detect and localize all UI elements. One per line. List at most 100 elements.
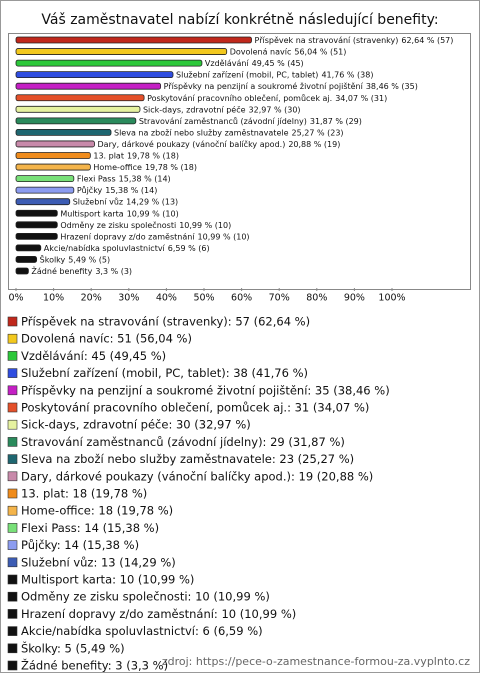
bar-label-category: 13. plat — [93, 151, 124, 160]
legend-label: Flexi Pass: 14 (15,38 %) — [21, 521, 159, 535]
legend-swatch — [7, 540, 18, 550]
bar — [15, 163, 91, 171]
bar-label: Home-office 19,78 % (18) — [93, 163, 197, 172]
legend-label: Home-office: 18 (19,78 %) — [21, 504, 173, 518]
bar-label-value: 3,3 % (3) — [95, 267, 132, 276]
legend-label: Hrazení dopravy z/do zaměstnání: 10 (10,… — [21, 607, 296, 621]
bar-label-category: Dary, dárkové poukazy (vánoční balíčky a… — [98, 138, 286, 148]
bar-label-value: 41,76 % (38) — [321, 70, 373, 79]
x-tick-label: 60% — [231, 293, 252, 304]
bar — [15, 198, 71, 206]
x-tick-label: 80% — [306, 293, 327, 304]
bar-label: Flexi Pass 15,38 % (14) — [77, 174, 171, 183]
bar-label-category: Sleva na zboží nebo služby zaměstnavatel… — [114, 128, 289, 137]
legend-swatch — [7, 368, 18, 378]
legend-swatch — [7, 660, 18, 671]
bar-label-category: Vzdělávání — [205, 59, 250, 68]
bar-label-category: Půjčky — [77, 185, 103, 195]
legend-label: Sleva na zboží nebo služby zaměstnavatel… — [21, 452, 354, 466]
bar-label-value: 15,38 % (14) — [105, 186, 157, 195]
legend-swatch — [7, 574, 18, 585]
x-tick-label: 90% — [344, 293, 365, 304]
chart-title: Váš zaměstnavatel nabízí konkrétně násle… — [41, 12, 438, 28]
legend-swatch — [7, 385, 18, 396]
legend-swatch — [7, 523, 18, 533]
x-tick-label: 20% — [81, 293, 102, 304]
legend-swatch — [7, 402, 18, 413]
bar-label-value: 14,29 % (13) — [126, 197, 178, 206]
bar — [15, 36, 252, 44]
legend-swatch — [7, 557, 18, 568]
x-tick-label: 100% — [378, 293, 405, 304]
legend-swatch — [7, 351, 18, 361]
bar-label: Stravování zaměstnanců (závodní jídelny)… — [139, 115, 362, 125]
bar-label-value: 32,97 % (30) — [249, 105, 301, 114]
legend-swatch — [7, 419, 18, 430]
bar — [15, 232, 58, 240]
legend-swatch — [7, 437, 18, 447]
bar-label: Žádné benefity 3,3 % (3) — [31, 265, 132, 276]
bar-label-value: 19,78 % (18) — [145, 163, 197, 172]
bar-label-category: Odměny ze zisku společnosti — [60, 219, 176, 229]
bar-label: Příspěvky na penzijní a soukromé životní… — [164, 81, 418, 91]
bar — [15, 152, 91, 159]
bar-label-category: Školky — [40, 253, 66, 264]
bar — [15, 48, 228, 55]
legend-label: Multisport karta: 10 (10,99 %) — [21, 573, 194, 587]
bar-label-value: 49,45 % (45) — [252, 59, 304, 68]
bar — [15, 175, 75, 183]
legend-swatch — [7, 505, 18, 516]
bar-label-value: 38,46 % (35) — [366, 82, 418, 91]
legend-swatch — [7, 609, 18, 619]
bar — [15, 117, 137, 125]
bar-label-category: Služební zařízení (mobil, PC, tablet) — [176, 70, 318, 79]
x-tick-label: 40% — [156, 293, 177, 304]
bar-label: Příspěvek na stravování (stravenky) 62,64… — [255, 36, 454, 45]
bar — [15, 94, 145, 102]
x-tick-label: 30% — [118, 293, 139, 304]
bar-label-category: Sick-days, zdravotní péče — [143, 104, 246, 114]
bar-label: 13. plat 19,78 % (18) — [93, 151, 179, 160]
bar — [15, 186, 75, 194]
bar-label-category: Stravování zaměstnanců (závodní jídelny) — [139, 115, 307, 125]
bar-label-value: 56,04 % (51) — [294, 47, 346, 56]
bar-label-category: Dovolená navíc — [230, 47, 292, 56]
bar-label-category: Služební vůz — [73, 196, 123, 206]
bar-label: Multisport karta 10,99 % (10) — [60, 209, 178, 218]
bar-label-value: 19,78 % (18) — [127, 151, 179, 160]
bar — [15, 105, 141, 113]
bar-label-value: 25,27 % (23) — [292, 128, 344, 137]
legend-label: Dovolená navíc: 51 (56,04 %) — [21, 332, 192, 346]
legend-swatch — [7, 333, 18, 344]
bar-label: Školky 5,49 % (5) — [40, 253, 110, 264]
bar — [15, 209, 58, 217]
legend-swatch — [7, 591, 18, 602]
legend-label: Stravování zaměstnanců (závodní jídelny)… — [21, 435, 345, 449]
legend-label: Příspěvky na penzijní a soukromé životní… — [21, 383, 390, 397]
source: zdroj: https://pece-o-zamestnance-formou… — [162, 655, 470, 668]
legend-label: Vzdělávání: 45 (49,45 %) — [21, 349, 166, 363]
bar-label: Hrazení dopravy z/do zaměstnání 10,99 % (… — [60, 232, 249, 241]
bar-label: Dovolená navíc 56,04 % (51) — [230, 47, 347, 56]
bar-label: Služební zařízení (mobil, PC, tablet) 41,… — [176, 70, 373, 79]
bar — [15, 59, 203, 67]
bar-label: Půjčky 15,38 % (14) — [77, 185, 157, 195]
bar-label: Sleva na zboží nebo služby zaměstnavatel… — [114, 128, 344, 137]
bar-label-category: Poskytování pracovního oblečení, pomůcek… — [147, 92, 332, 102]
legend-swatch — [7, 316, 18, 327]
legend-swatch — [7, 488, 18, 499]
bar-label-value: 34,07 % (31) — [335, 93, 387, 102]
bar-label-value: 15,38 % (14) — [119, 174, 171, 183]
x-tick-label: 50% — [193, 293, 214, 304]
legend-label: Půjčky: 14 (15,38 %) — [21, 538, 139, 552]
legend-label: Sick-days, zdravotní péče: 30 (32,97 %) — [21, 418, 251, 432]
legend-label: Poskytování pracovního oblečení, pomůcek… — [21, 401, 369, 415]
bar-label-category: Multisport karta — [60, 209, 123, 218]
bar-label: Dary, dárkové poukazy (vánoční balíčky a… — [98, 138, 341, 148]
legend-label: Školky: 5 (5,49 %) — [21, 640, 125, 655]
bar-label: Akcie/nabídka spoluvlastnictví 6,59 % (6) — [44, 243, 210, 252]
bar-label-category: Home-office — [93, 163, 142, 172]
bar-label-value: 5,49 % (5) — [68, 255, 110, 264]
legend-label: Žádné benefity: 3 (3,3 %) — [21, 658, 168, 673]
